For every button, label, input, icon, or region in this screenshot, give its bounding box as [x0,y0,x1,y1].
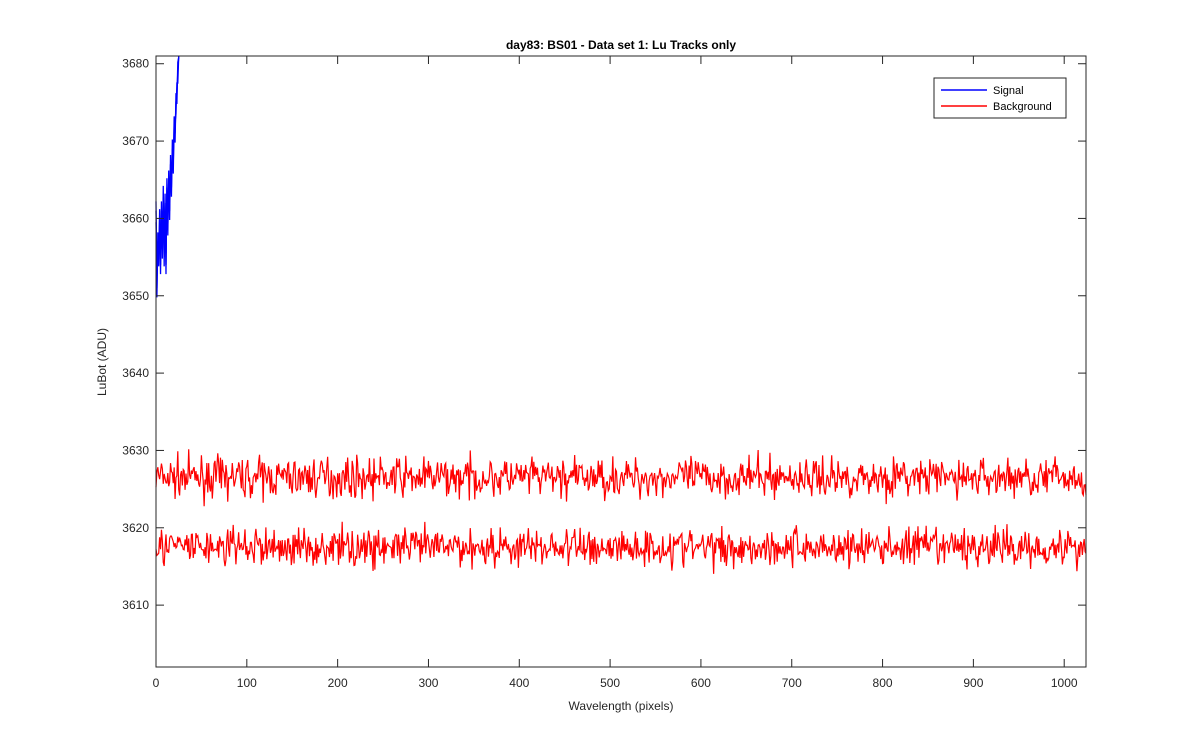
x-tick-label: 200 [328,676,348,690]
y-axis-label: LuBot (ADU) [95,328,109,396]
x-tick-label: 600 [691,676,711,690]
axes-box [155,55,1087,668]
y-tick-label: 3610 [122,598,149,612]
series-background-line-2 [155,521,1087,574]
x-axis: 0 100 200 300 400 500 600 700 800 900 1000 [153,56,1078,690]
x-axis-label: Wavelength (pixels) [569,699,674,713]
y-tick-label: 3680 [122,57,149,71]
x-tick-label: 400 [509,676,529,690]
x-tick-label: 100 [237,676,257,690]
legend: Signal Background [933,77,1067,119]
y-tick-label: 3640 [122,366,149,380]
x-tick-label: 0 [153,676,160,690]
y-tick-label: 3620 [122,521,149,535]
y-tick-label: 3660 [122,211,149,225]
series-signal-line [155,57,180,298]
x-tick-label: 800 [873,676,893,690]
y-tick-label: 3670 [122,134,149,148]
y-tick-label: 3630 [122,443,149,457]
x-tick-label: 900 [963,676,983,690]
x-tick-label: 700 [782,676,802,690]
plot-area [155,55,1087,574]
chart-title: day83: BS01 - Data set 1: Lu Tracks only [506,38,736,52]
legend-background-label: Background [993,101,1052,113]
x-tick-label: 1000 [1051,676,1078,690]
x-tick-label: 500 [600,676,620,690]
y-axis: 3610 3620 3630 3640 3650 3660 3670 3680 [122,57,1086,612]
legend-box [933,77,1067,119]
x-tick-label: 300 [418,676,438,690]
y-tick-label: 3650 [122,289,149,303]
series-background-line-1 [155,449,1087,507]
legend-signal-label: Signal [993,85,1024,97]
